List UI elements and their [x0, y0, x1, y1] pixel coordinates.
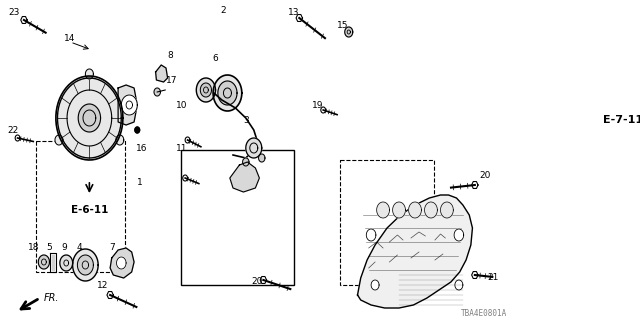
Polygon shape: [156, 65, 168, 82]
Polygon shape: [116, 135, 124, 145]
Polygon shape: [345, 27, 353, 37]
Text: 8: 8: [167, 51, 173, 60]
Text: 2: 2: [221, 5, 227, 14]
Text: 22: 22: [7, 125, 19, 134]
Polygon shape: [122, 95, 137, 115]
Text: 23: 23: [9, 7, 20, 17]
Polygon shape: [377, 202, 390, 218]
Polygon shape: [550, 86, 559, 98]
Polygon shape: [118, 85, 137, 125]
Text: 4: 4: [77, 243, 83, 252]
Text: 12: 12: [97, 281, 108, 290]
Polygon shape: [52, 255, 54, 270]
Polygon shape: [60, 255, 72, 271]
Text: 20: 20: [252, 277, 262, 286]
Polygon shape: [213, 75, 242, 111]
Polygon shape: [514, 92, 543, 128]
Polygon shape: [38, 255, 49, 269]
Text: TBA4E0801A: TBA4E0801A: [461, 309, 507, 318]
Polygon shape: [56, 76, 123, 160]
Text: 19: 19: [312, 100, 323, 109]
Polygon shape: [536, 84, 571, 100]
Text: 1: 1: [137, 178, 143, 187]
Text: 13: 13: [288, 7, 300, 17]
Text: 6: 6: [212, 53, 218, 62]
Text: 9: 9: [61, 243, 67, 252]
Polygon shape: [20, 17, 27, 23]
Text: 7: 7: [109, 243, 115, 252]
Polygon shape: [107, 292, 113, 299]
Polygon shape: [454, 229, 463, 241]
Polygon shape: [116, 257, 126, 269]
Text: E-7-11: E-7-11: [602, 115, 640, 125]
Text: 14: 14: [64, 34, 75, 43]
Text: 5: 5: [47, 243, 52, 252]
Text: 20: 20: [479, 171, 491, 180]
Text: 11: 11: [176, 143, 188, 153]
Polygon shape: [78, 104, 100, 132]
Polygon shape: [455, 280, 463, 290]
Polygon shape: [200, 83, 211, 97]
Text: 18: 18: [28, 243, 39, 252]
Text: 15: 15: [337, 20, 349, 29]
Text: E-6-11: E-6-11: [70, 205, 108, 215]
Text: FR.: FR.: [44, 293, 60, 303]
Polygon shape: [408, 202, 421, 218]
Polygon shape: [110, 248, 134, 278]
Polygon shape: [85, 69, 93, 79]
Polygon shape: [519, 98, 538, 122]
Text: 21: 21: [488, 274, 499, 283]
Polygon shape: [371, 280, 379, 290]
Polygon shape: [230, 162, 259, 192]
Polygon shape: [440, 202, 453, 218]
Polygon shape: [259, 154, 265, 162]
Polygon shape: [73, 249, 98, 281]
Polygon shape: [77, 255, 93, 275]
Text: 10: 10: [176, 100, 188, 109]
Bar: [181, 150, 294, 285]
Polygon shape: [366, 229, 376, 241]
Polygon shape: [55, 135, 63, 145]
Polygon shape: [154, 88, 161, 96]
Polygon shape: [296, 14, 303, 21]
Polygon shape: [358, 195, 472, 308]
Polygon shape: [218, 81, 237, 105]
Polygon shape: [196, 78, 216, 102]
Polygon shape: [393, 202, 405, 218]
Text: 17: 17: [166, 76, 177, 84]
Text: 3: 3: [243, 116, 249, 124]
Polygon shape: [472, 181, 478, 188]
Polygon shape: [243, 158, 249, 166]
Polygon shape: [472, 272, 478, 278]
Polygon shape: [260, 276, 266, 284]
Polygon shape: [424, 202, 437, 218]
Text: 16: 16: [136, 143, 148, 153]
Polygon shape: [246, 138, 262, 158]
Polygon shape: [525, 84, 575, 130]
Polygon shape: [135, 127, 140, 133]
